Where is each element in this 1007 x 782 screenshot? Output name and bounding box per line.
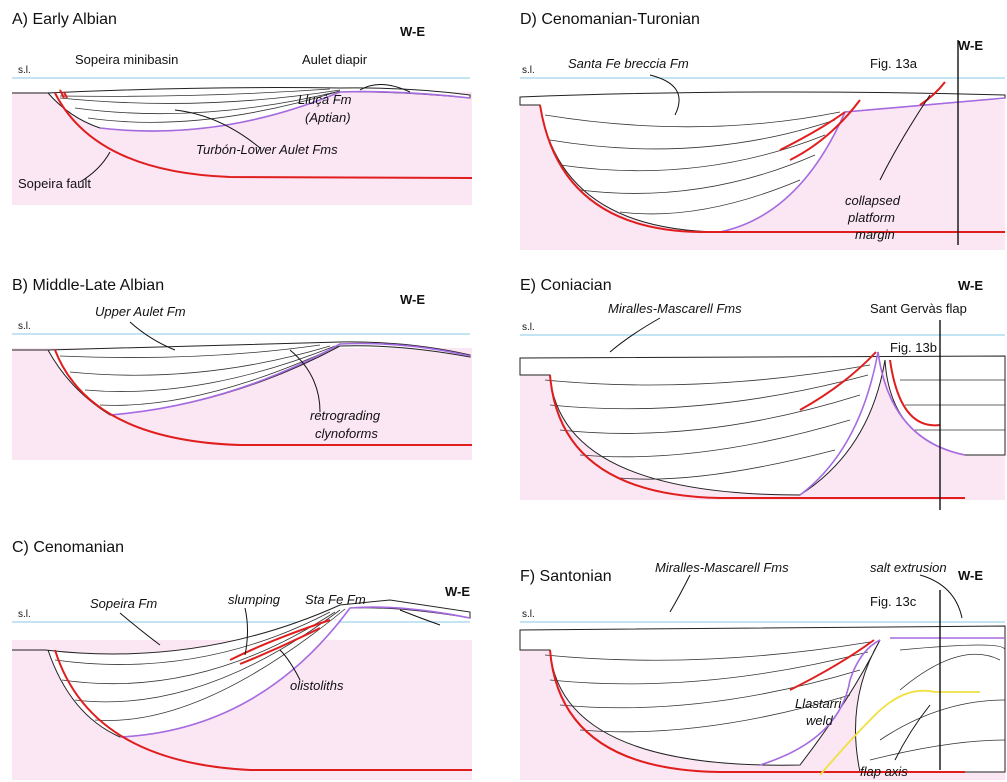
orientation: W-E	[445, 584, 470, 599]
label: Sant Gervàs flap	[870, 301, 967, 316]
strata	[544, 364, 1005, 480]
strata	[544, 111, 841, 215]
label: retrograding	[310, 408, 381, 423]
strata	[54, 608, 346, 721]
panel-c: C) Cenomanian W-E s.l. Sopeira Fm slumpi…	[12, 539, 472, 780]
label: Fig. 13b	[890, 340, 937, 355]
panel-title: E) Coniacian	[520, 277, 612, 294]
leaders	[649, 74, 931, 181]
panel-title: D) Cenomanian-Turonian	[520, 11, 700, 28]
fault-arrow	[59, 89, 68, 99]
label: salt extrusion	[870, 560, 947, 575]
panel-title: C) Cenomanian	[12, 539, 124, 556]
panel-a: A) Early Albian W-E s.l. Sopeira minibas…	[12, 11, 473, 205]
panel-e: E) Coniacian W-E s.l. Miralles-Mascarell…	[519, 277, 1006, 510]
sea-level-label: s.l.	[18, 609, 31, 620]
panel-d: D) Cenomanian-Turonian W-E s.l. Santa Fe…	[519, 11, 1006, 250]
label: clynoforms	[315, 426, 378, 441]
salt-boundary	[109, 342, 471, 416]
label: Fig. 13a	[870, 56, 918, 71]
leaders	[609, 317, 661, 353]
strata	[59, 344, 339, 406]
strata	[544, 641, 1006, 761]
panel-title: A) Early Albian	[12, 11, 117, 28]
label: Aulet diapir	[302, 52, 368, 67]
orientation: W-E	[400, 24, 425, 39]
basin-fill	[519, 625, 1006, 773]
sea-level-label: s.l.	[18, 321, 31, 332]
label: Miralles-Mascarell Fms	[655, 560, 789, 575]
salt-boundary	[119, 606, 471, 738]
label: (Aptian)	[305, 110, 351, 125]
collapse	[779, 81, 946, 161]
label: Sopeira minibasin	[75, 52, 178, 67]
label: platform	[847, 210, 895, 225]
label: Lluçà Fm	[298, 92, 352, 107]
fault	[549, 639, 965, 773]
fault	[54, 649, 472, 771]
fault	[54, 92, 473, 179]
salt-boundary	[99, 90, 471, 132]
orientation: W-E	[400, 292, 425, 307]
sea-level-label: s.l.	[522, 65, 535, 76]
fault	[54, 349, 472, 446]
strata	[59, 88, 341, 123]
sea-level-label: s.l.	[18, 65, 31, 76]
flap-axis	[819, 689, 980, 776]
fault	[539, 104, 1005, 233]
label: Sopeira Fm	[90, 596, 157, 611]
panel-b: B) Middle-Late Albian W-E s.l. Upper Aul…	[12, 277, 472, 460]
label: Turbón-Lower Aulet Fms	[196, 142, 338, 157]
label: Fig. 13c	[870, 594, 917, 609]
fault	[549, 351, 965, 499]
label: margin	[855, 227, 895, 242]
label: Miralles-Mascarell Fms	[608, 301, 742, 316]
panel-title: B) Middle-Late Albian	[12, 277, 164, 294]
panel-title: F) Santonian	[520, 568, 612, 585]
leaders	[129, 321, 321, 413]
leaders	[79, 84, 411, 183]
leaders	[669, 574, 963, 761]
orientation: W-E	[958, 38, 983, 53]
slumps	[229, 619, 331, 665]
label: weld	[806, 713, 834, 728]
label: Sopeira fault	[18, 176, 91, 191]
orientation: W-E	[958, 568, 983, 583]
salt-boundary	[799, 351, 966, 496]
label: Sta Fe Fm	[305, 592, 366, 607]
label: Llastarri	[795, 696, 842, 711]
label: olistoliths	[290, 678, 344, 693]
salt-boundary	[759, 637, 1005, 766]
label: flap axis	[860, 764, 908, 779]
label: collapsed	[845, 193, 901, 208]
label: Upper Aulet Fm	[95, 304, 186, 319]
label: slumping	[228, 592, 281, 607]
orientation: W-E	[958, 278, 983, 293]
sea-level-label: s.l.	[522, 609, 535, 620]
sea-level-label: s.l.	[522, 322, 535, 333]
leaders	[119, 607, 441, 681]
panel-f: F) Santonian W-E s.l. Miralles-Mascarell…	[519, 560, 1006, 780]
label: Santa Fe breccia Fm	[568, 56, 689, 71]
